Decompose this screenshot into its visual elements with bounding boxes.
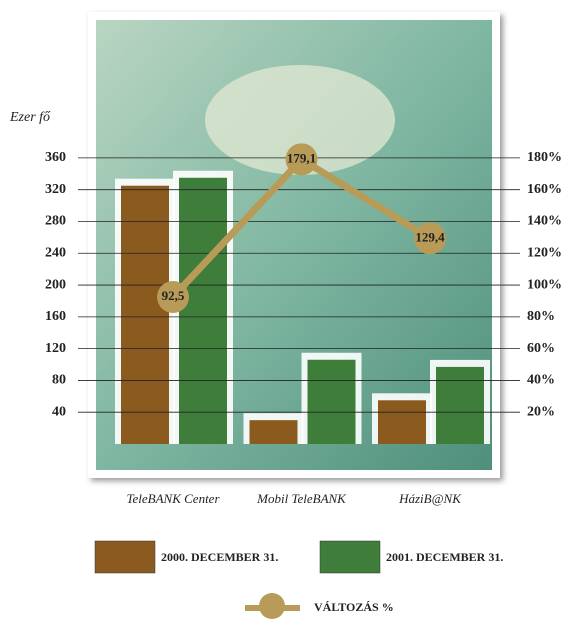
change-point [414,222,446,255]
legend-swatch [94,540,156,574]
data-label: 179,1 [287,150,316,165]
y2-tick-label: 180% [527,150,562,165]
y-tick-label: 320 [45,182,66,197]
change-point [285,143,318,176]
y-tick-label: 200 [45,277,66,292]
change-point [157,280,189,313]
y2-tick-label: 40% [527,373,555,388]
y2-tick-label: 100% [527,277,562,292]
bar [307,359,356,444]
y-axis-label: Ezer fő [9,110,51,125]
y2-tick-label: 140% [527,214,562,229]
x-tick-label: Mobil TeleBANK [256,491,347,506]
data-label: 92,5 [162,288,185,303]
legend-marker [259,593,285,619]
legend-label: 2001. DECEMBER 31. [386,550,503,564]
data-label: 129,4 [415,229,445,244]
bar [249,420,298,444]
y-tick-label: 240 [45,245,66,260]
y-tick-label: 280 [45,214,66,229]
x-tick-label: HáziB@NK [398,491,462,506]
y-tick-label: 120 [45,341,66,356]
bar [436,366,484,444]
y2-tick-label: 60% [527,341,555,356]
y-tick-label: 360 [45,150,66,165]
legend-label: VÁLTOZÁS % [314,600,394,614]
bar [378,400,426,444]
legend-swatch [319,540,381,574]
y-tick-label: 160 [45,309,66,324]
bar [179,177,227,444]
y2-tick-label: 20% [527,404,555,419]
lamp-shade [205,65,395,175]
y2-tick-label: 160% [527,182,562,197]
y2-tick-label: 120% [527,245,562,260]
bar [121,185,169,445]
legend-label: 2000. DECEMBER 31. [161,550,278,564]
y-tick-label: 40 [52,404,66,419]
x-tick-label: TeleBANK Center [126,491,220,506]
y2-tick-label: 80% [527,309,555,324]
y-tick-label: 80 [52,373,66,388]
